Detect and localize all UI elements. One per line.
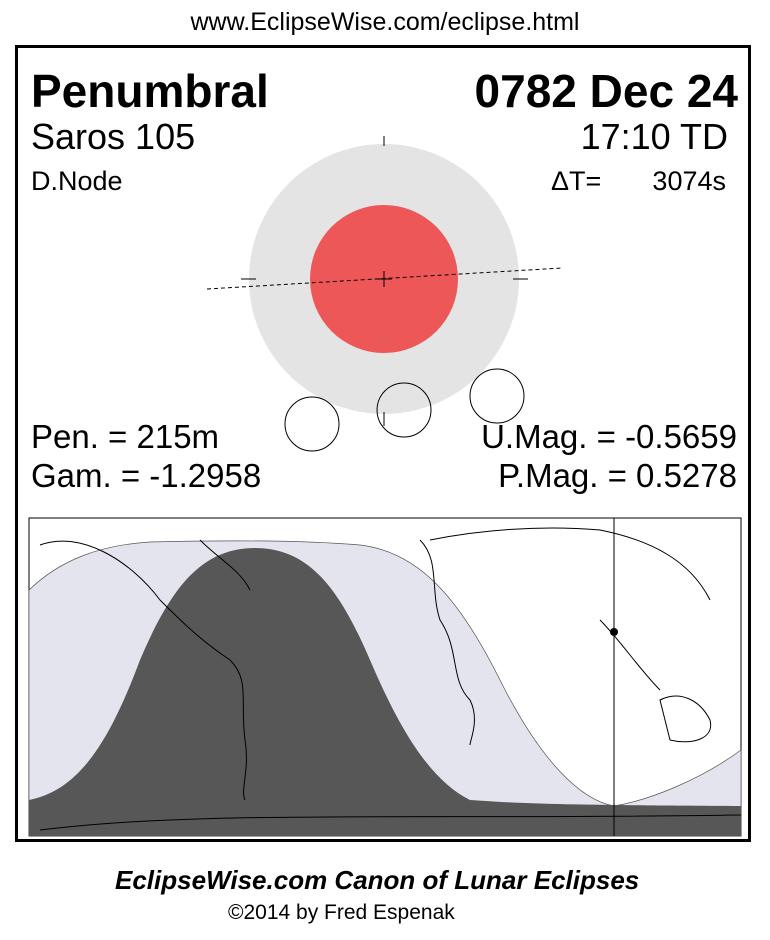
time: 17:10 TD (580, 116, 728, 157)
world-map (28, 517, 742, 837)
greatest-eclipse-point (610, 628, 618, 636)
eclipse-frame (15, 45, 751, 842)
eclipse-visibility-zone (29, 548, 741, 836)
moon-last-contact (469, 368, 525, 424)
eclipse-date: 0782 Dec 24 (474, 65, 738, 117)
eclipse-type: Penumbral (31, 65, 269, 117)
penumbral-magnitude: P.Mag. = 0.5278 (498, 457, 737, 494)
footer-title: EclipseWise.com Canon of Lunar Eclipses (115, 865, 640, 895)
delta-t-value: 3074s (652, 166, 726, 196)
saros: Saros 105 (31, 116, 196, 157)
coastlines (39, 527, 742, 831)
copyright: ©2014 by Fred Espenak (228, 901, 455, 924)
node: D.Node (31, 166, 123, 196)
moon-greatest (376, 382, 432, 438)
url[interactable]: www.EclipseWise.com/eclipse.html (190, 8, 580, 36)
gamma: Gam. = -1.2958 (31, 457, 262, 494)
axis-ticks (241, 136, 528, 426)
umbral-magnitude: U.Mag. = -0.5659 (481, 418, 737, 455)
pen-duration: Pen. = 215m (31, 418, 220, 455)
moon-first-contact (284, 396, 340, 452)
delta-t-label: ΔT= (551, 166, 602, 196)
